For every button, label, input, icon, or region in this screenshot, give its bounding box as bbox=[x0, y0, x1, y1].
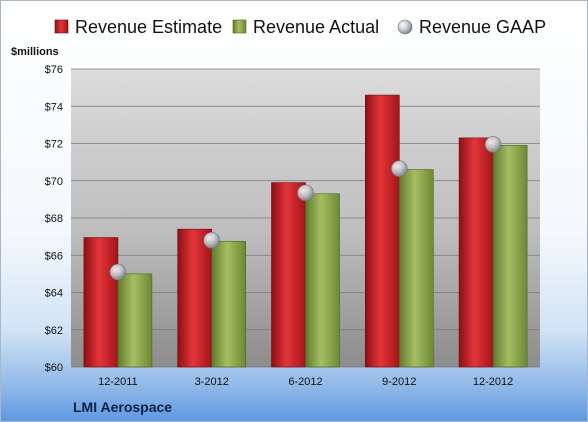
y-axis-unit-label: $millions bbox=[11, 46, 59, 58]
x-tick-label: 9-2012 bbox=[382, 376, 416, 388]
y-tick-label: $76 bbox=[45, 64, 63, 76]
bar-revenue-actual bbox=[492, 145, 528, 368]
marker-revenue-gaap bbox=[203, 232, 220, 249]
marker-revenue-gaap bbox=[297, 184, 314, 202]
bar-revenue-estimate bbox=[364, 94, 400, 368]
bar-revenue-actual bbox=[211, 240, 246, 368]
x-tick-label: 12-2012 bbox=[473, 376, 513, 388]
y-tick-label: $74 bbox=[45, 101, 63, 113]
x-tick-label: 12-2011 bbox=[98, 376, 138, 388]
y-tick-label: $70 bbox=[45, 176, 63, 188]
bars bbox=[83, 94, 528, 368]
marker-revenue-gaap bbox=[484, 136, 502, 153]
legend-swatch bbox=[232, 19, 247, 34]
x-tick-label: 6-2012 bbox=[288, 376, 322, 388]
legend-label: Revenue Actual bbox=[253, 17, 379, 37]
legend-label: Revenue GAAP bbox=[419, 17, 546, 37]
bar-revenue-actual bbox=[398, 169, 434, 368]
company-name: LMI Aerospace bbox=[73, 399, 172, 415]
x-axis-ticks: 12-2011 3-2012 6-2012 9-2012 12-2012 bbox=[98, 376, 513, 388]
legend-swatch bbox=[54, 19, 69, 34]
legend-label: Revenue Estimate bbox=[75, 17, 222, 37]
x-tick-label: 3-2012 bbox=[195, 376, 229, 388]
y-tick-label: $64 bbox=[45, 288, 63, 300]
y-tick-label: $72 bbox=[45, 139, 63, 151]
y-tick-label: $62 bbox=[45, 325, 63, 337]
legend: Revenue Estimate Revenue Actual Revenue GA… bbox=[54, 17, 546, 37]
y-tick-label: $66 bbox=[45, 250, 63, 262]
bar-revenue-estimate bbox=[177, 228, 212, 368]
marker-revenue-gaap bbox=[390, 160, 408, 177]
bar-revenue-actual bbox=[305, 193, 340, 368]
bar-revenue-estimate bbox=[458, 137, 494, 368]
marker-revenue-gaap bbox=[109, 263, 127, 281]
y-tick-label: $68 bbox=[45, 213, 63, 225]
bar-revenue-estimate bbox=[83, 237, 119, 368]
bar-revenue-estimate bbox=[271, 182, 306, 368]
gaap-markers bbox=[109, 136, 502, 281]
y-axis-ticks: $60 $62 $64 $66 $68 $70 $72 $74 $76 bbox=[45, 64, 63, 374]
y-tick-label: $60 bbox=[45, 362, 63, 374]
legend-swatch bbox=[397, 19, 413, 35]
bar-revenue-actual bbox=[117, 273, 153, 368]
